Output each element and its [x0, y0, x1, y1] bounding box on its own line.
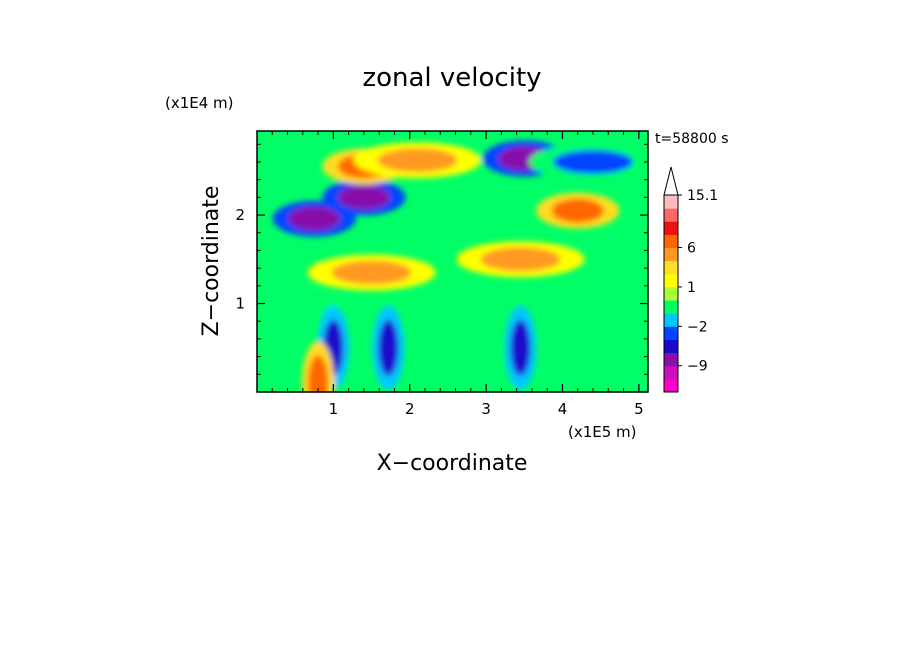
x-tick-label: 2	[405, 400, 415, 418]
colorbar: 15.1 6 1 −2 −9	[663, 166, 718, 393]
y-axis: 12	[235, 143, 648, 375]
colorbar-swatch	[664, 273, 678, 288]
colorbar-swatch	[664, 221, 678, 235]
field-feature	[510, 319, 531, 376]
x-tick-label: 5	[634, 400, 644, 418]
field-feature	[331, 260, 412, 285]
colorbar-swatch	[664, 365, 678, 380]
colorbar-frame	[663, 194, 679, 393]
y-tick-label: 1	[235, 295, 245, 313]
colorbar-swatch	[664, 378, 678, 393]
colorbar-swatch	[664, 286, 678, 301]
field-feature	[598, 284, 619, 341]
x-axis: 1 2 3 4 5	[271, 131, 644, 418]
field-feature	[288, 206, 341, 231]
colorbar-swatch	[664, 247, 678, 262]
colorbar-tick-label: 6	[687, 241, 696, 257]
colorbar-tick-label: 1	[687, 280, 696, 296]
colorbar-tick-label: −9	[687, 359, 708, 375]
field-feature	[308, 355, 329, 392]
colorbar-swatch	[664, 326, 678, 340]
y-tick-label: 2	[235, 206, 245, 224]
plot-area	[257, 131, 648, 392]
colorbar-tick-label: 15.1	[687, 188, 718, 204]
field-blobs	[257, 140, 648, 392]
plot-frame	[256, 130, 649, 393]
x-tick-label: 4	[558, 400, 568, 418]
chart-title: zonal velocity	[362, 63, 541, 93]
colorbar-swatch	[664, 260, 678, 275]
x-axis-label: X−coordinate	[377, 451, 528, 476]
x-scale-label: (x1E5 m)	[568, 423, 637, 441]
field-feature	[378, 319, 399, 376]
field-feature	[480, 247, 561, 272]
field-feature	[377, 148, 458, 173]
x-tick-label: 1	[329, 400, 339, 418]
x-tick-label: 3	[481, 400, 491, 418]
colorbar-swatch	[664, 339, 678, 354]
field-feature	[551, 198, 604, 223]
colorbar-tick-label: −2	[687, 319, 708, 335]
colorbar-swatch	[664, 195, 678, 209]
colorbar-swatch	[664, 300, 678, 314]
y-scale-label: (x1E4 m)	[165, 94, 234, 112]
colorbar-swatch	[664, 313, 678, 327]
colorbar-swatch	[664, 208, 678, 222]
colorbar-swatch	[664, 352, 678, 367]
time-label: t=58800 s	[655, 131, 729, 147]
field-feature	[553, 149, 634, 174]
field-feature	[257, 291, 313, 316]
y-axis-label: Z−coordinate	[199, 186, 224, 337]
colorbar-swatch	[664, 234, 678, 249]
colorbar-extend-arrow	[663, 166, 679, 196]
field-feature	[337, 185, 390, 210]
